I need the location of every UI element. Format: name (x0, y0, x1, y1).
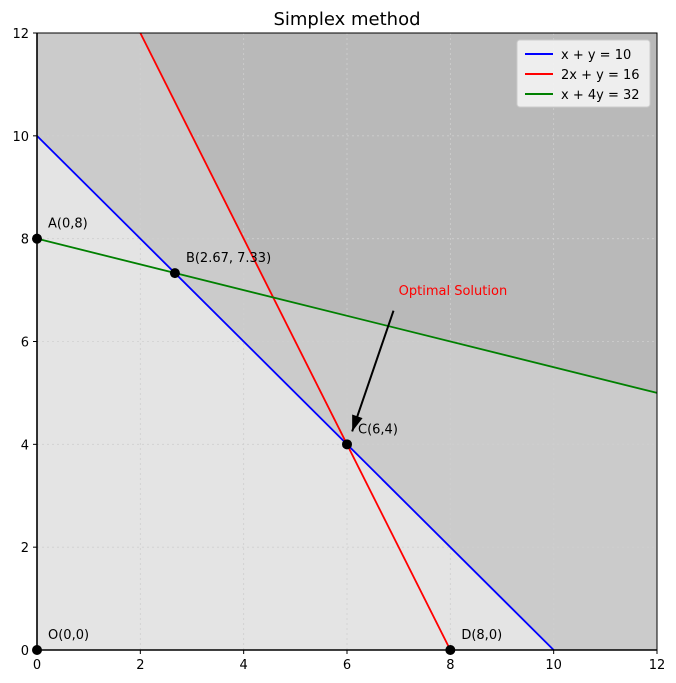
y-tick-label: 12 (12, 27, 29, 42)
x-tick-label: 4 (240, 658, 248, 673)
vertex-label: D(8,0) (461, 628, 502, 643)
x-tick-label: 8 (446, 658, 454, 673)
annotation-arrow-head (352, 414, 363, 432)
vertex-point (169, 268, 180, 279)
vertex-point (445, 645, 456, 655)
vertex-point (32, 233, 42, 244)
y-tick-label: 2 (21, 541, 29, 556)
annotation-arrow-shaft (351, 310, 395, 432)
annotation-text: Optimal Solution (399, 284, 508, 299)
legend-label: x + y = 10 (561, 48, 631, 63)
y-tick-label: 0 (21, 644, 29, 659)
x-tick-label: 0 (33, 658, 41, 673)
y-tick-label: 8 (21, 233, 29, 248)
chart-title: Simplex method (273, 9, 420, 30)
vertex-label: B(2.67, 7.33) (186, 251, 271, 266)
x-tick-label: 12 (649, 658, 666, 673)
x-tick-label: 2 (136, 658, 144, 673)
series-line-0 (36, 135, 555, 651)
y-tick-label: 6 (21, 336, 29, 351)
vertex-label: O(0,0) (48, 628, 89, 643)
series-line-2 (36, 237, 658, 394)
legend-label: 2x + y = 16 (561, 68, 640, 83)
series-line-1 (139, 32, 452, 651)
vertex-point (342, 439, 352, 450)
vertex-label: A(0,8) (48, 217, 88, 232)
vertex-point (32, 645, 42, 655)
y-tick-label: 10 (12, 130, 29, 145)
vertex-label: C(6,4) (358, 422, 398, 437)
legend-box (516, 39, 651, 108)
plot-area: 0 2 4 6 8 10 12 0 2 4 6 8 10 12 O(0,0) A(0,8) B(2.67, 7.… (12, 27, 665, 673)
x-tick-label: 6 (343, 658, 351, 673)
legend-label: x + 4y = 32 (561, 88, 640, 103)
x-tick-label: 10 (545, 658, 562, 673)
region-darkest (140, 33, 658, 393)
y-tick-label: 4 (21, 438, 29, 453)
